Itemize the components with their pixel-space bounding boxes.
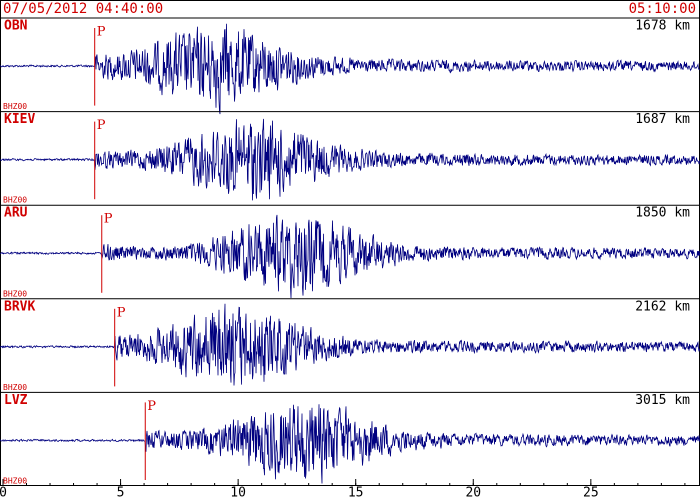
distance: 1687 km [635,112,690,127]
phase-label: P [97,118,106,133]
distance: 2162 km [635,299,690,314]
distance: 1850 km [635,206,690,221]
x-tick-label: 5 [117,486,125,501]
phase-label: P [104,212,113,227]
x-tick-label: 25 [583,486,599,501]
station-name: ARU [4,206,28,221]
station-name: KIEV [4,112,35,127]
distance: 1678 km [635,19,690,34]
waveform [0,118,700,201]
end-time: 05:10:00 [629,1,696,17]
phase-label: P [147,399,156,414]
waveform [0,23,700,115]
x-tick-label: 10 [230,486,246,501]
x-tick-label: 15 [348,486,364,501]
channel: BHZ00 [3,196,27,205]
station-name: LVZ [4,393,28,408]
start-time: 07/05/2012 04:40:00 [3,1,163,17]
waveform [0,404,700,484]
station-name: OBN [4,19,28,34]
distance: 3015 km [635,393,690,408]
station-name: BRVK [4,299,35,314]
phase-label: P [117,305,126,320]
x-tick-label: 0 [0,486,7,501]
channel: BHZ00 [3,383,27,392]
x-tick-label: 20 [465,486,481,501]
phase-label: P [97,25,106,40]
waveform [0,214,700,299]
channel: BHZ00 [3,289,27,298]
waveform [0,303,700,386]
channel: BHZ00 [3,102,27,111]
channel: BHZ00 [3,477,27,486]
